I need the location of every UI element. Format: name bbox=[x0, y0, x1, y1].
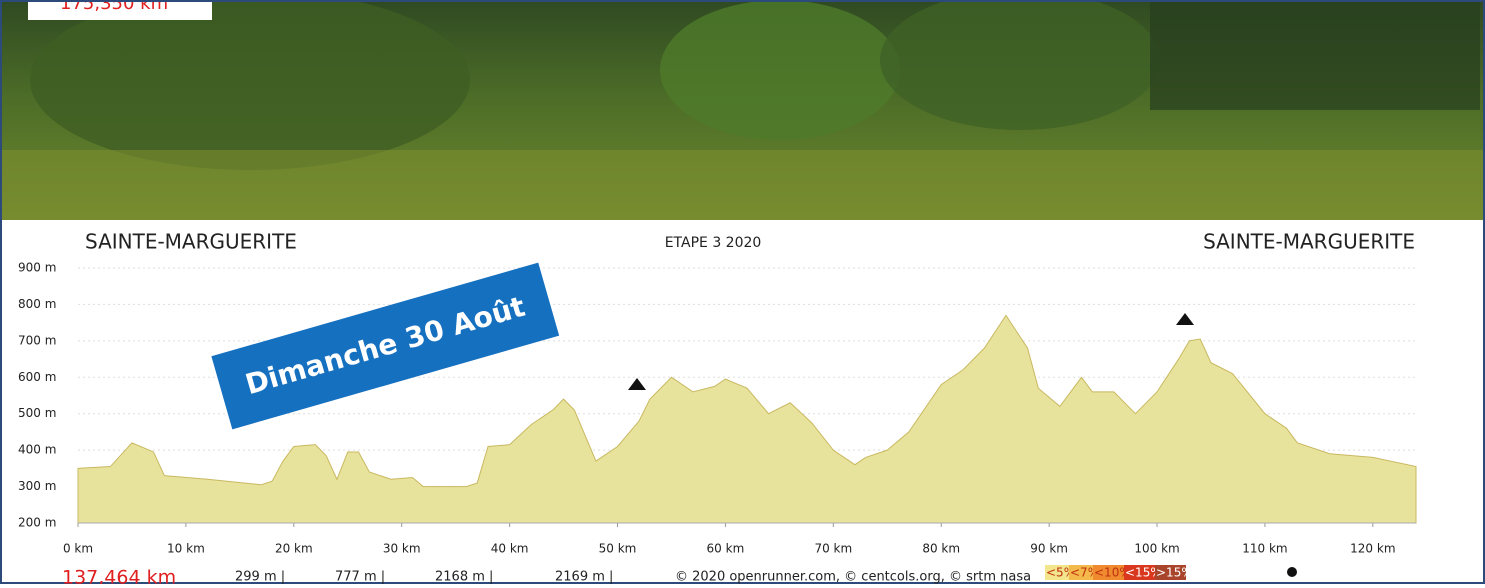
page: 175,350 km SAINTE-MARGUERITE ETAPE 3 202… bbox=[0, 0, 1485, 584]
y-tick-label: 300 m bbox=[18, 479, 56, 493]
x-tick-label: 50 km bbox=[599, 542, 637, 556]
end-label: SAINTE-MARGUERITE bbox=[1203, 230, 1415, 254]
x-tick-label: 0 km bbox=[63, 542, 93, 556]
x-tick-label: 90 km bbox=[1030, 542, 1068, 556]
x-tick-label: 120 km bbox=[1350, 542, 1395, 556]
y-tick-label: 900 m bbox=[18, 261, 56, 275]
x-tick-label: 60 km bbox=[707, 542, 745, 556]
x-tick-label: 10 km bbox=[167, 542, 205, 556]
y-tick-label: 700 m bbox=[18, 333, 56, 347]
start-label: SAINTE-MARGUERITE bbox=[85, 230, 297, 254]
y-tick-label: 800 m bbox=[18, 297, 56, 311]
x-tick-label: 30 km bbox=[383, 542, 421, 556]
tree bbox=[660, 0, 900, 140]
y-tick-label: 400 m bbox=[18, 443, 56, 457]
top-distance: 175,350 km bbox=[60, 0, 168, 14]
marker bbox=[1287, 567, 1297, 577]
stat: 777 m | bbox=[335, 570, 385, 585]
y-tick-label: 500 m bbox=[18, 406, 56, 420]
x-tick-label: 20 km bbox=[275, 542, 313, 556]
x-tick-label: 80 km bbox=[922, 542, 960, 556]
x-tick-label: 40 km bbox=[491, 542, 529, 556]
stat: 2169 m | bbox=[555, 570, 613, 585]
credits: © 2020 openrunner.com, © centcols.org, ©… bbox=[675, 570, 1031, 585]
x-tick-label: 110 km bbox=[1242, 542, 1287, 556]
stat: 299 m | bbox=[235, 570, 285, 585]
bottom-distance: 137,464 km bbox=[62, 567, 176, 585]
grass bbox=[0, 150, 1485, 220]
x-tick-label: 100 km bbox=[1134, 542, 1179, 556]
y-tick-label: 200 m bbox=[18, 516, 56, 530]
x-tick-label: 70 km bbox=[814, 542, 852, 556]
forest bbox=[1150, 0, 1480, 110]
legend-label: >15% bbox=[1156, 566, 1193, 580]
chart-title: ETAPE 3 2020 bbox=[665, 235, 762, 251]
stat: 2168 m | bbox=[435, 570, 493, 585]
y-tick-label: 600 m bbox=[18, 370, 56, 384]
